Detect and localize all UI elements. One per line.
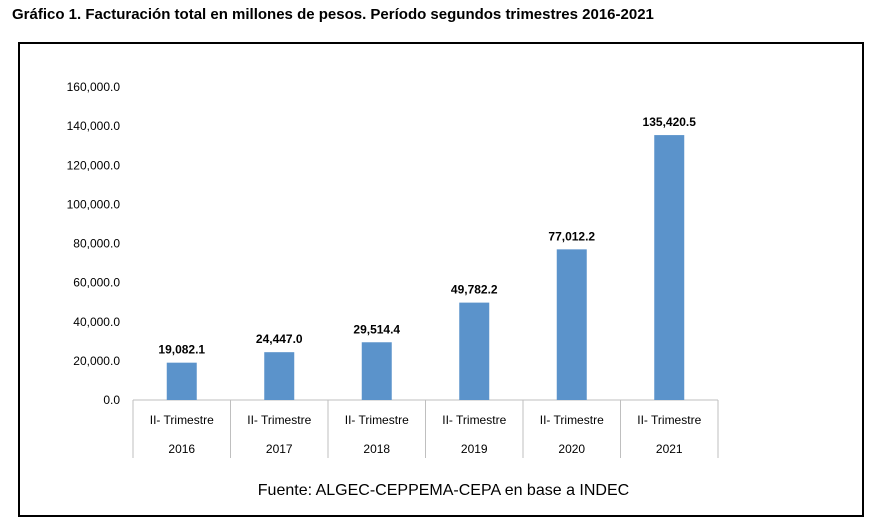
x-tick-label-year: 2019: [461, 442, 488, 456]
x-tick-label-period: II- Trimestre: [540, 413, 604, 427]
x-tick-label-year: 2018: [363, 442, 390, 456]
data-label: 49,782.2: [451, 283, 498, 297]
x-tick-label-year: 2017: [266, 442, 293, 456]
x-tick-label-period: II- Trimestre: [247, 413, 311, 427]
bar: [654, 135, 685, 400]
bar: [264, 352, 295, 400]
x-tick-label-period: II- Trimestre: [637, 413, 701, 427]
y-tick-label: 60,000.0: [73, 276, 120, 290]
x-tick-label-period: II- Trimestre: [442, 413, 506, 427]
y-tick-label: 20,000.0: [73, 354, 120, 368]
x-tick-label-year: 2020: [558, 442, 585, 456]
x-tick-label-year: 2016: [168, 442, 195, 456]
data-label: 135,420.5: [643, 115, 697, 129]
bar: [166, 362, 197, 400]
x-tick-label-period: II- Trimestre: [150, 413, 214, 427]
x-tick-label-year: 2021: [656, 442, 683, 456]
bar: [459, 302, 490, 400]
y-tick-label: 100,000.0: [67, 197, 121, 211]
source-note: Fuente: ALGEC-CEPPEMA-CEPA en base a IND…: [257, 482, 630, 499]
chart-title: Gráfico 1. Facturación total en millones…: [12, 6, 654, 23]
bar: [361, 342, 392, 400]
y-tick-label: 40,000.0: [73, 315, 120, 329]
y-tick-label: 120,000.0: [67, 158, 121, 172]
data-label: 19,082.1: [158, 343, 205, 357]
y-tick-label: 160,000.0: [67, 80, 121, 94]
bar: [556, 249, 587, 400]
data-label: 24,447.0: [256, 332, 303, 346]
y-tick-label: 0.0: [103, 393, 120, 407]
y-tick-label: 140,000.0: [67, 119, 121, 133]
chart-frame: [18, 42, 864, 517]
data-label: 29,514.4: [353, 322, 400, 336]
data-label: 77,012.2: [548, 229, 595, 243]
x-tick-label-period: II- Trimestre: [345, 413, 409, 427]
y-tick-label: 80,000.0: [73, 237, 120, 251]
